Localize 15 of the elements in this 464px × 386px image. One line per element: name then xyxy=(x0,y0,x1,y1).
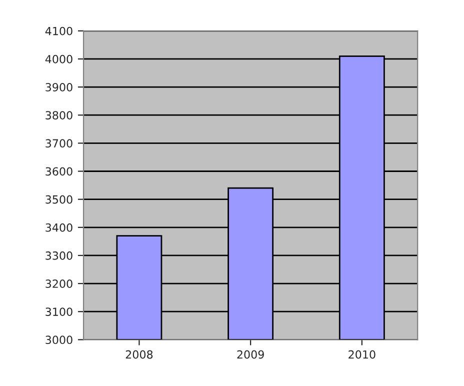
y-tick-label: 3200 xyxy=(46,280,72,288)
y-tick-label: 3300 xyxy=(46,251,72,260)
x-tick-label: 2009 xyxy=(237,350,264,359)
x-tick-label: 2008 xyxy=(126,350,153,359)
y-tick-label: 3700 xyxy=(46,139,72,148)
y-tick-label: 4100 xyxy=(45,26,72,36)
y-tick-label: 3100 xyxy=(46,308,72,316)
y-tick-label: 3800 xyxy=(46,111,72,120)
x-tick-label: 2010 xyxy=(348,350,376,359)
y-tick-label: 3400 xyxy=(46,223,72,232)
y-tick-label: 3900 xyxy=(46,83,72,92)
y-tick-label: 3600 xyxy=(46,167,72,176)
y-tick-label: 3500 xyxy=(46,195,72,204)
y-tick-label: 4000 xyxy=(45,54,72,64)
y-tick-label: 3000 xyxy=(46,336,72,344)
